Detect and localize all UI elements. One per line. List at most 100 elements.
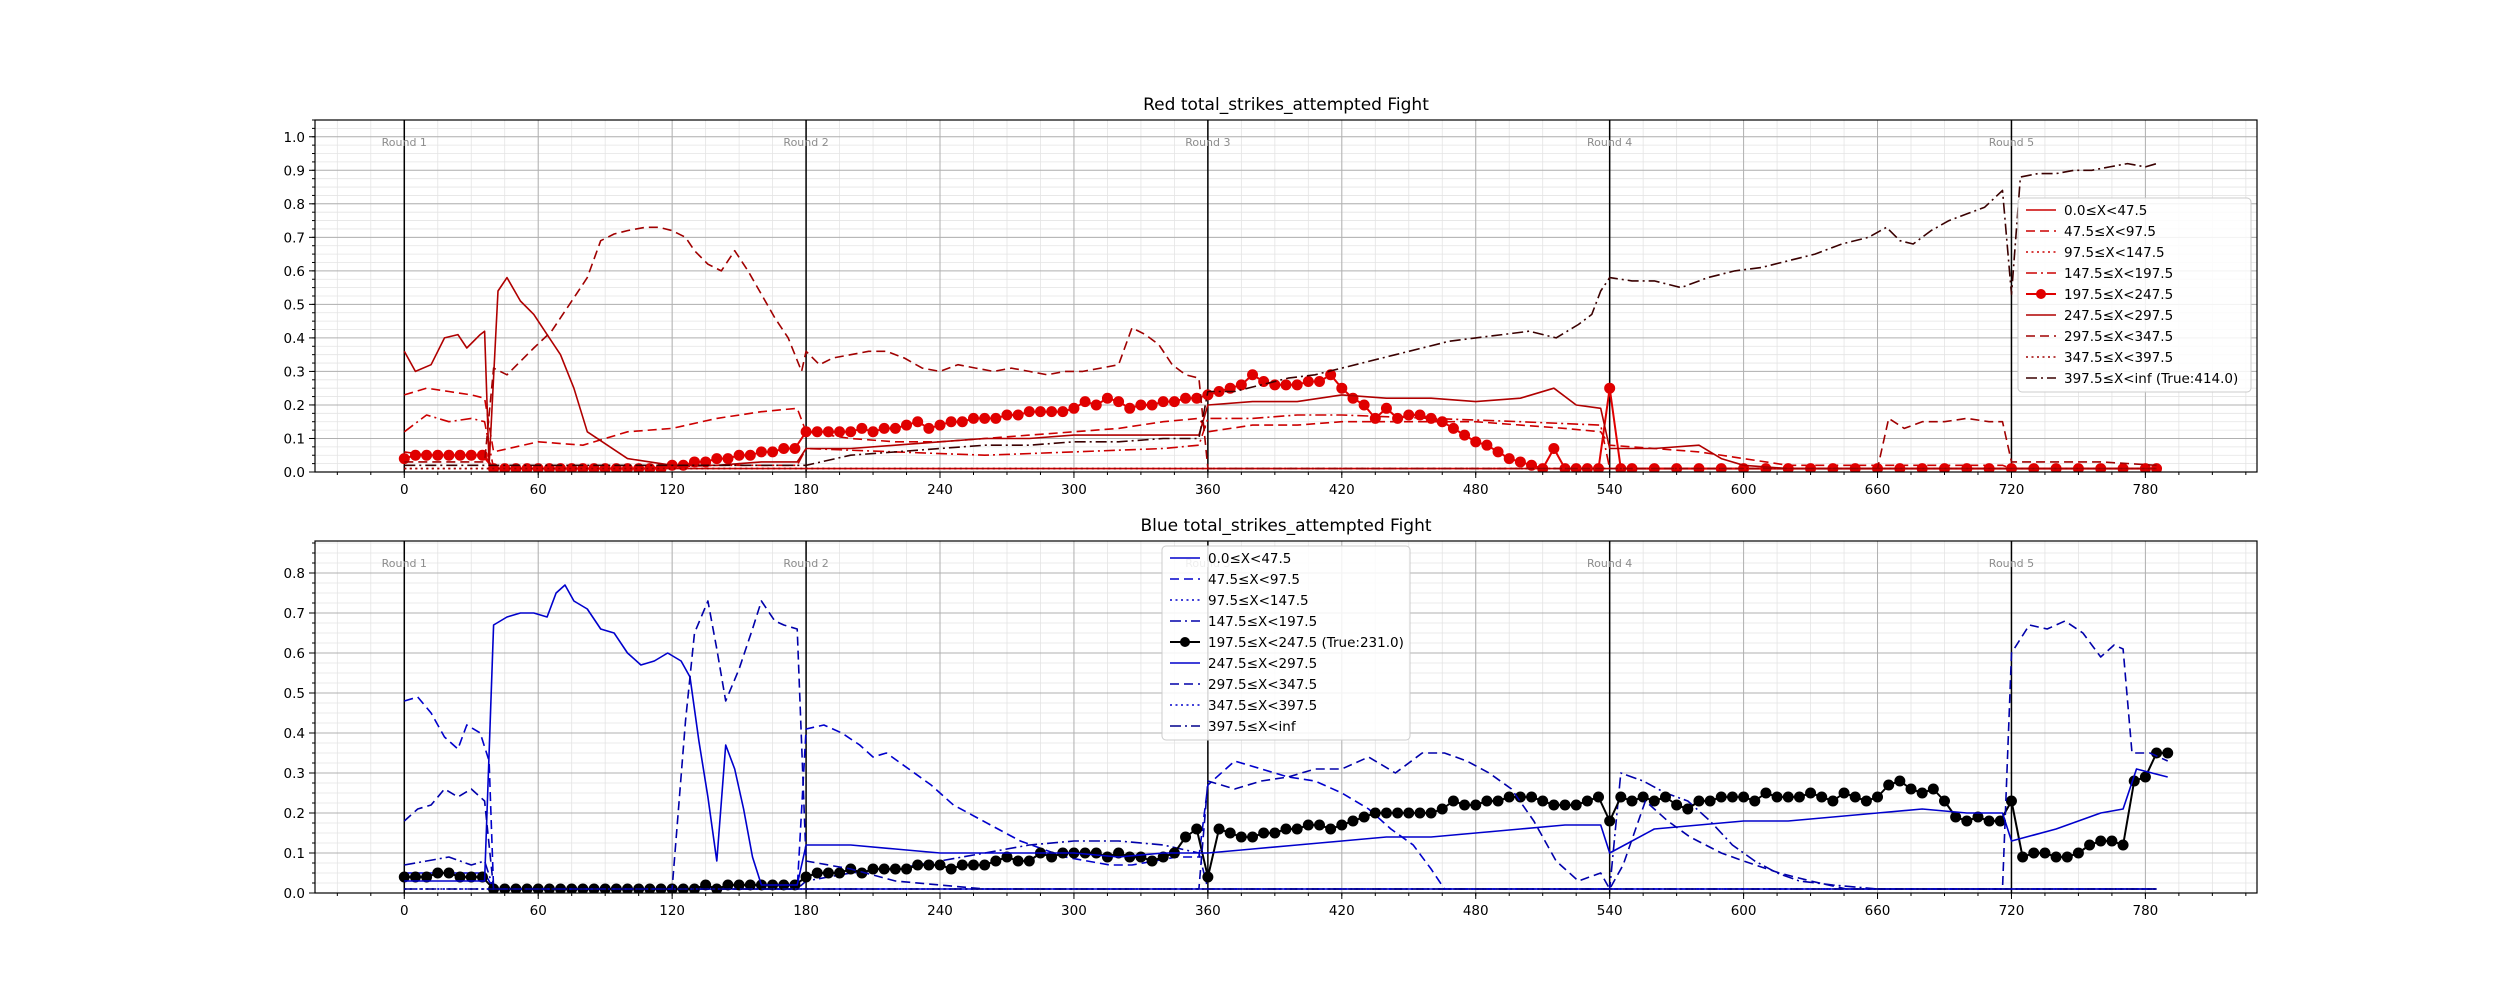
red-x-tick-label: 0 [400,482,409,498]
blue-data-point [454,871,466,883]
red-data-point [867,426,879,438]
red-data-point [432,449,444,461]
blue-data-point [2050,851,2062,863]
blue-data-point [1771,791,1783,803]
red-data-point [454,449,466,461]
red-legend: 0.0≤X<47.5 47.5≤X<97.5 97.5≤X<147.5 147.5≤X… [2017,197,2252,393]
blue-series-line-297-5lexlt347-5 [403,600,2169,890]
blue-data-point [1336,819,1348,831]
blue-legend-label-147-5lexlt197-5: 147.5≤X<197.5 [1208,614,1317,630]
blue-data-point [1950,811,1962,823]
blue-data-point [1291,823,1303,835]
blue-round-label-1: Round 1 [382,557,427,570]
blue-data-point [889,863,901,875]
red-y-tick-label: 0.7 [284,230,305,246]
red-data-point [1369,412,1381,424]
blue-data-point [1269,827,1281,839]
red-data-point [1280,379,1292,391]
red-data-point [1157,396,1169,408]
blue-data-point [979,859,991,871]
blue-data-point [878,863,890,875]
red-x-tick-label: 120 [659,482,685,498]
blue-data-point [1827,795,1839,807]
red-data-point [1247,369,1259,381]
blue-data-point [2072,847,2084,859]
red-data-point [1403,409,1415,421]
blue-series-line-47-5lexlt97-5 [404,696,2157,890]
blue-data-point [1247,831,1259,843]
blue-data-point [2005,795,2017,807]
blue-legend-label-197-5lexlt247-5-true-231-0: 197.5≤X<247.5 (True:231.0) [1208,635,1404,651]
blue-data-point [1760,787,1772,799]
blue-data-point [967,859,979,871]
red-series-line-297-5lexlt347-5 [404,226,2157,470]
blue-data-point [1894,775,1906,787]
blue-data-point [1325,823,1337,835]
blue-data-point [2162,747,2174,759]
blue-data-point [700,879,712,891]
red-x-tick-label: 360 [1195,482,1221,498]
blue-data-point [822,867,834,879]
blue-legend-label-97-5lexlt147-5: 97.5≤X<147.5 [1208,593,1309,609]
blue-data-point [1961,815,1973,827]
blue-data-point [1604,815,1616,827]
red-series-line-47-5lexlt97-5 [404,387,2157,470]
red-data-point [1604,382,1616,394]
red-data-point [722,453,734,465]
blue-data-point [2084,839,2096,851]
blue-data-point [1459,799,1471,811]
blue-legend-label-397-5lexltinf: 397.5≤X<inf [1208,719,1297,735]
blue-x-tick-label: 660 [1865,903,1891,919]
blue-legend-label-0-0lexlt47-5: 0.0≤X<47.5 [1208,551,1291,567]
blue-data-point [2139,771,2151,783]
blue-data-point [1860,795,1872,807]
red-data-point [1358,399,1370,411]
red-x-tick-label: 600 [1731,482,1757,498]
red-y-tick-label: 0.5 [284,297,305,313]
red-data-point [755,446,767,458]
blue-data-point [912,859,924,871]
red-data-point [711,453,723,465]
blue-y-tick-label: 0.1 [284,846,305,862]
red-data-point [889,422,901,434]
red-data-point [1191,392,1203,404]
blue-data-point [1191,823,1203,835]
red-chart-title: Red total_strikes_attempted Fight [1143,95,1429,115]
red-y-tick-label: 0.6 [284,264,305,280]
red-round-label-5: Round 5 [1989,136,2034,149]
red-data-point [878,422,890,434]
blue-data-point [1470,799,1482,811]
blue-data-point [800,871,812,883]
blue-y-tick-label: 0.0 [284,886,305,902]
red-data-point [1313,375,1325,387]
blue-data-point [1180,831,1192,843]
red-data-point [956,416,968,428]
blue-data-point [1213,823,1225,835]
red-data-point [912,416,924,428]
red-data-point [767,446,779,458]
blue-y-tick-label: 0.5 [284,686,305,702]
blue-data-point [1726,791,1738,803]
blue-y-tick-label: 0.6 [284,646,305,662]
blue-data-point [1637,791,1649,803]
blue-data-point [1849,791,1861,803]
red-data-point [1135,399,1147,411]
blue-data-point [1805,787,1817,799]
red-data-point [923,422,935,434]
blue-data-point [1793,791,1805,803]
red-data-point [1235,379,1247,391]
red-data-point [733,449,745,461]
blue-legend-label-297-5lexlt347-5: 297.5≤X<347.5 [1208,677,1317,693]
red-data-point [1392,412,1404,424]
red-data-point [1012,409,1024,421]
red-data-point [1336,382,1348,394]
red-series-line-147-5lexlt197-5 [403,414,2157,470]
red-data-point [1492,446,1504,458]
blue-data-point [1414,807,1426,819]
red-data-point [1146,399,1158,411]
red-data-point [1380,402,1392,414]
blue-data-point [1548,799,1560,811]
blue-data-point [2117,839,2129,851]
blue-data-point [1503,791,1515,803]
